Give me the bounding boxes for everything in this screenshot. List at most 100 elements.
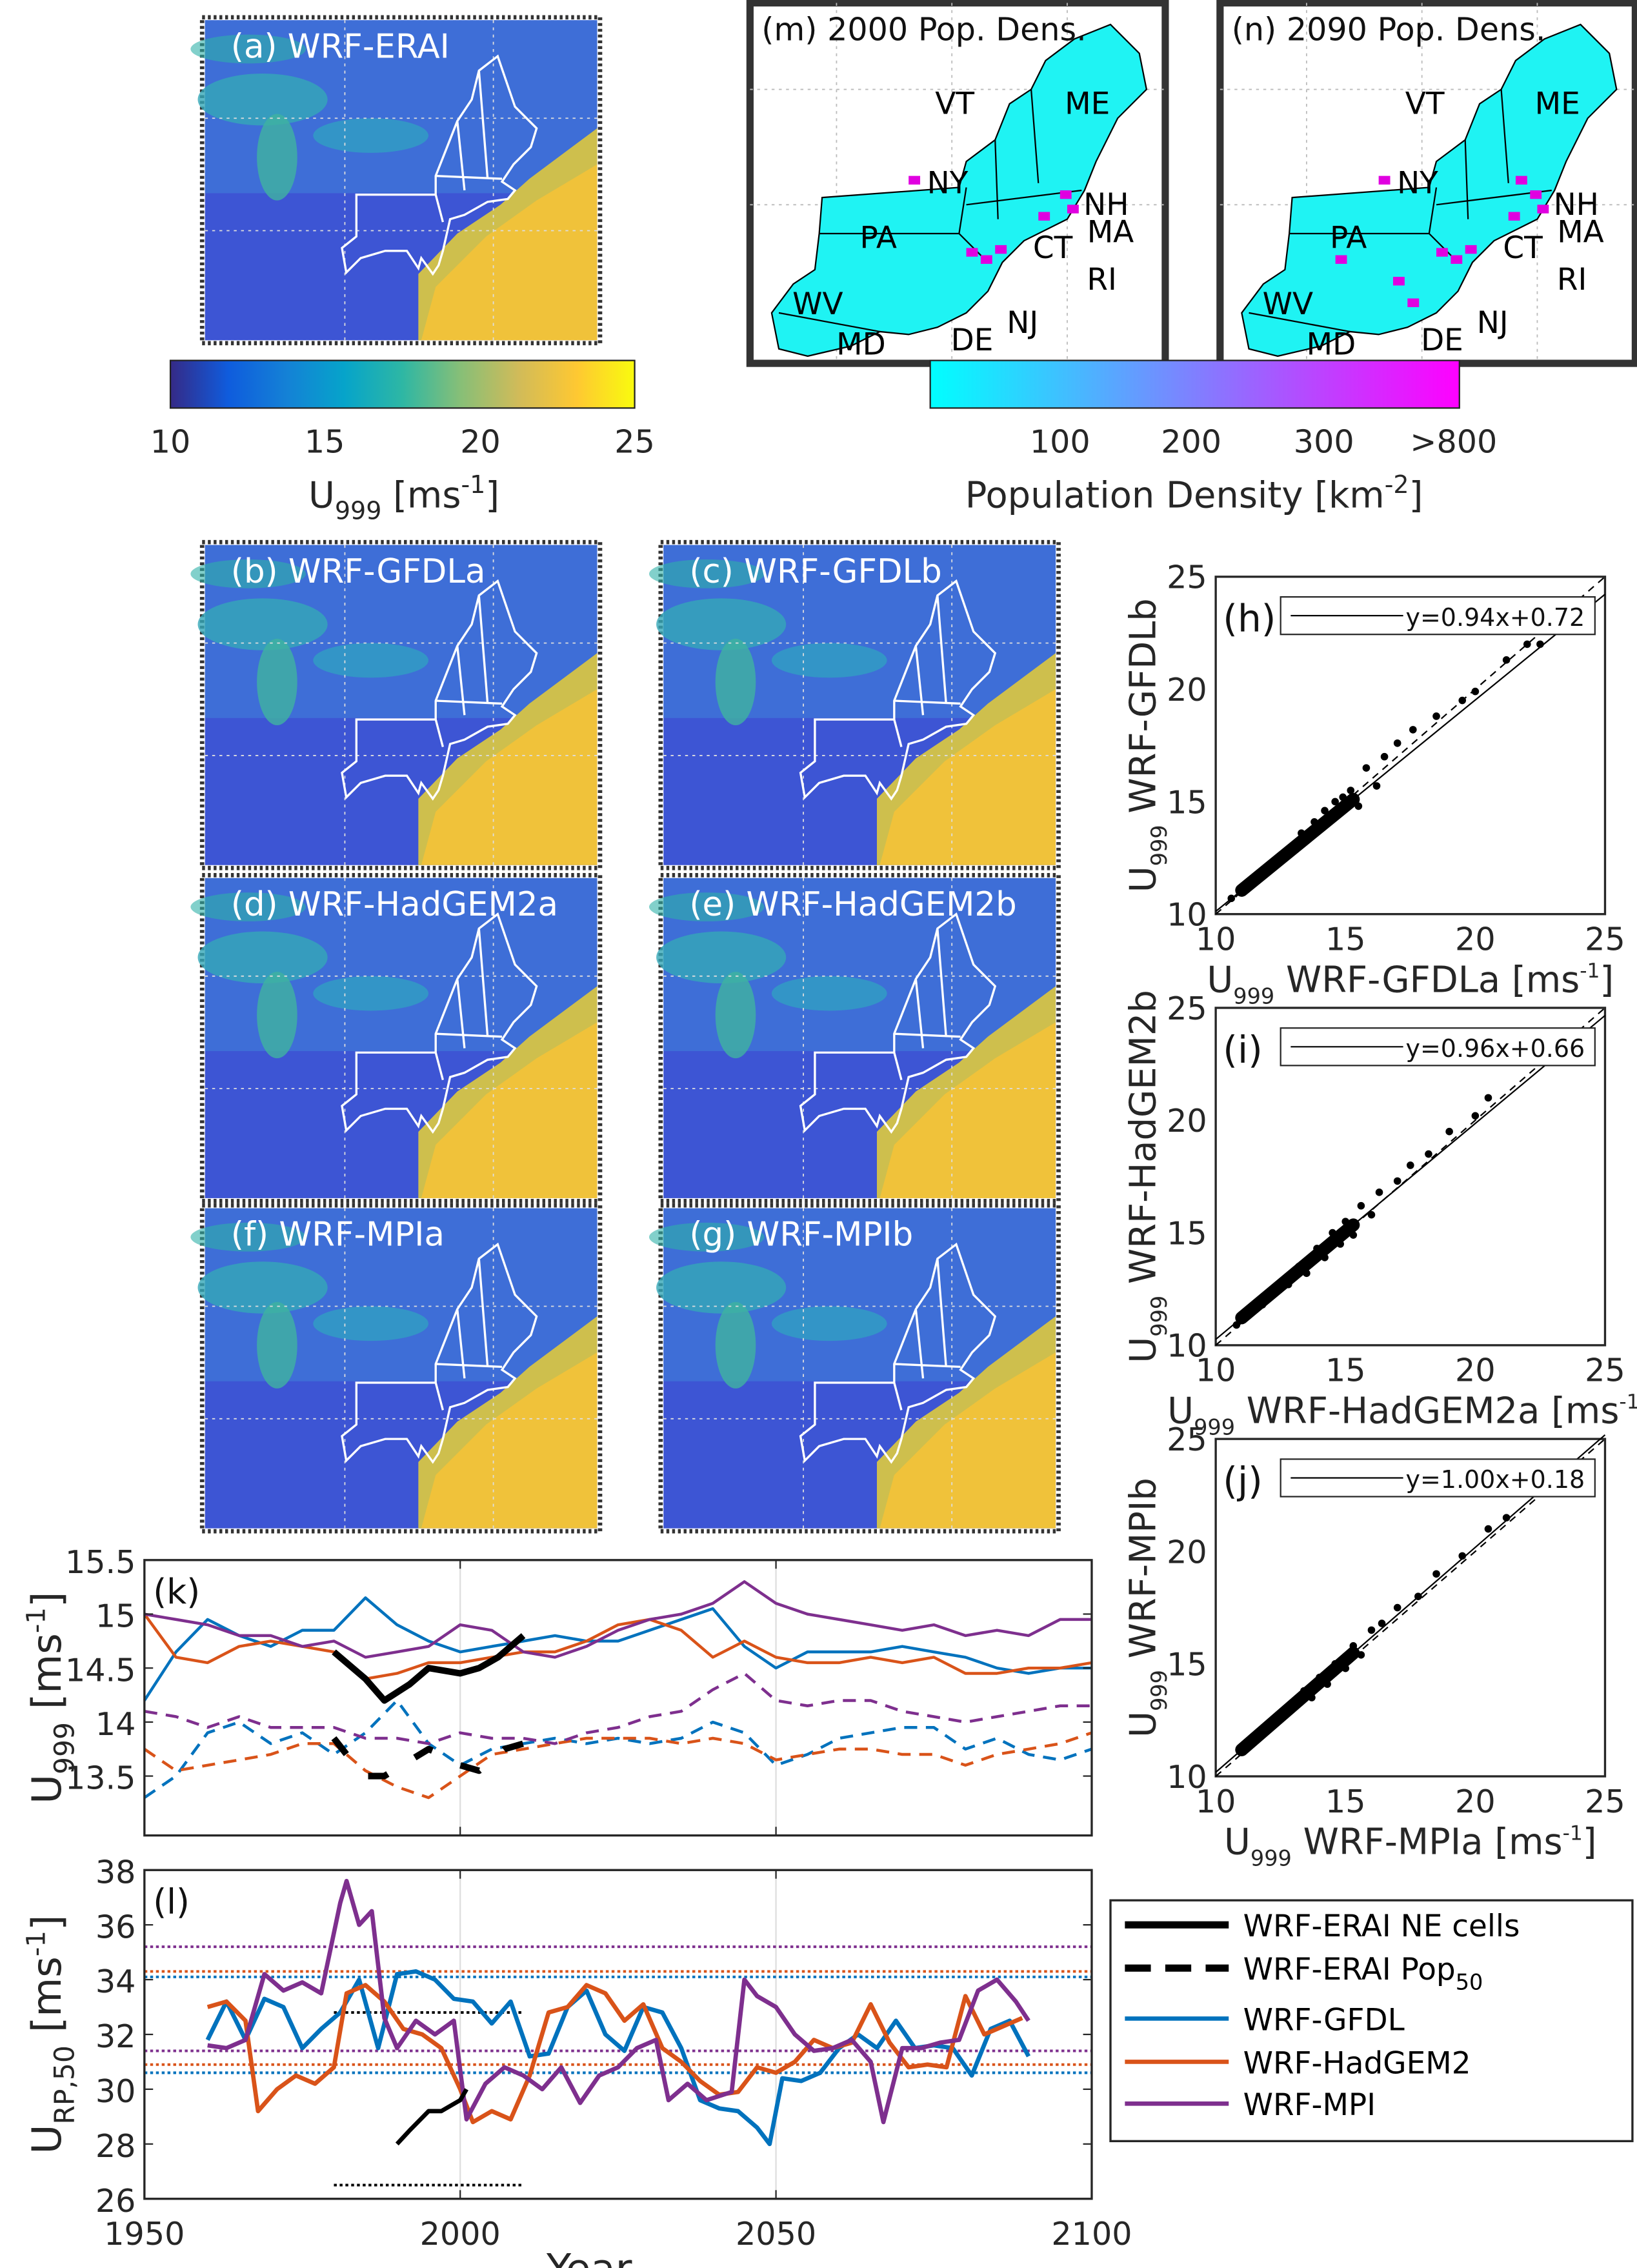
lake-shading (313, 976, 429, 1011)
fit-equation: y=1.00x+0.18 (1406, 1465, 1585, 1494)
population-map-n: (n) 2090 Pop. Dens. VT ME NY NH PA MA CT RI WV NJ D… (1216, 0, 1637, 367)
x-axis-label: Year (546, 2245, 632, 2268)
scatter-point (1323, 1680, 1331, 1688)
panel-title: (a) WRF-ERAI (231, 27, 450, 66)
lake-shading (190, 34, 306, 64)
scatter-point (1458, 696, 1467, 705)
scatter-point (1357, 1651, 1365, 1659)
y-tick-label: 14 (95, 1705, 136, 1743)
wind-colorbar-tick: 20 (460, 423, 501, 461)
x-tick-label: 25 (1585, 1783, 1625, 1820)
dense-population-cell (980, 255, 992, 264)
coastal-gradient (418, 653, 598, 865)
y-tick-label: 20 (1167, 1533, 1207, 1571)
map-frame (199, 1203, 603, 1534)
scatter-point (1393, 1177, 1401, 1185)
scatter-point (1295, 1263, 1303, 1270)
scatter-point (1245, 1310, 1254, 1318)
lake-shading (771, 976, 887, 1011)
state-outlines (341, 1242, 538, 1464)
lake-shading (771, 1306, 887, 1341)
state-outlines (799, 579, 997, 801)
panel-label: (j) (1223, 1459, 1262, 1503)
x-axis-label: U999 WRF-MPIa [ms-1] (1224, 1821, 1597, 1871)
dense-population-cell (1060, 190, 1072, 199)
dense-population-cell (909, 176, 921, 185)
y-tick-label: 15.5 (65, 1543, 136, 1581)
x-tick-label: 2100 (1051, 2215, 1132, 2253)
panel-title: (f) WRF-MPIa (231, 1216, 445, 1254)
x-tick-label: 1950 (104, 2215, 185, 2253)
scatter-point (1380, 752, 1389, 761)
scatter-point (1432, 1570, 1440, 1578)
wind-colorbar-tick: 15 (305, 423, 345, 461)
y-tick-label: 14.5 (65, 1651, 136, 1689)
y-tick-label: 32 (95, 2018, 136, 2055)
dense-population-cell (1451, 255, 1463, 264)
wind-map-a: (a) WRF-ERAI (190, 15, 603, 346)
legend-label: WRF-HadGEM2 (1243, 2045, 1471, 2081)
y-axis-label: U999 [ms-1] (22, 1592, 81, 1804)
state-label: NH (1554, 187, 1599, 223)
scatter-point (1271, 1287, 1280, 1296)
lake-shading (197, 598, 328, 650)
coastal-gradient (877, 986, 1056, 1198)
lake-shading (313, 118, 429, 153)
coastal-gradient (418, 128, 598, 341)
state-outlines (799, 1242, 997, 1464)
y-tick-label: 13.5 (65, 1760, 136, 1797)
population-colorbar-label: Population Density [km-2] (965, 470, 1423, 516)
lake-shading (257, 638, 297, 725)
scatter-point (1329, 1229, 1336, 1237)
lake-shading (656, 598, 787, 650)
panel-title: (n) 2090 Pop. Dens. (1232, 11, 1546, 48)
dense-point-cluster (1235, 1646, 1360, 1756)
scatter-point (1316, 825, 1323, 833)
y-tick-label: 28 (95, 2127, 136, 2165)
lake-shading (313, 643, 429, 678)
fit-equation: y=0.94x+0.72 (1406, 603, 1585, 632)
legend-label: WRF-ERAI Pop50 (1243, 1952, 1483, 1995)
state-label: DE (951, 323, 994, 358)
scatter-point (1227, 894, 1236, 903)
scatter-point (1393, 739, 1401, 747)
wind-colorbar-tick: 25 (614, 423, 655, 461)
state-label: NY (927, 165, 969, 201)
dense-population-cell (1038, 212, 1050, 221)
y-tick-label: 26 (95, 2182, 136, 2220)
lake-shading (771, 643, 887, 678)
panel-label: (i) (1223, 1028, 1262, 1072)
population-maps: (m) 2000 Pop. Dens. VT ME NY NH PA MA CT RI WV NJ D… (746, 0, 1637, 367)
state-label: RI (1557, 262, 1587, 297)
population-map-m: (m) 2000 Pop. Dens. VT ME NY NH PA MA CT RI WV NJ D… (746, 0, 1169, 367)
population-colorbar-tick: >800 (1410, 423, 1497, 461)
panel-label: (h) (1223, 597, 1276, 641)
panel-title: (e) WRF-HadGEM2b (690, 885, 1017, 924)
scatter-point (1367, 1210, 1376, 1219)
timeseries-k: 13.5 14 14.5 15 15.5 (k) U999 [ms-1] (22, 1543, 1093, 1837)
lake-shading (656, 931, 787, 983)
scatter-point (1300, 1687, 1308, 1695)
scatter-point (1347, 787, 1355, 794)
scatter-point (1232, 1321, 1241, 1329)
wind-map-b: (b) WRF-GFDLa (190, 539, 603, 870)
state-label: PA (860, 220, 897, 256)
scatter-point (1445, 1127, 1453, 1136)
series-line-wrf-hadgem2 (206, 1983, 1023, 2125)
series-line-wrf-mpi-pop50 (144, 1672, 1092, 1745)
x-tick-label: 20 (1455, 1783, 1496, 1820)
population-colorbar-tick: 200 (1161, 423, 1221, 461)
map-frame (658, 873, 1061, 1203)
x-tick-label: 15 (1325, 1352, 1366, 1389)
scatter-point (1321, 1254, 1329, 1261)
scatter-point (1484, 1525, 1492, 1533)
y-tick-label: 30 (95, 2072, 136, 2110)
scatter-point (1284, 1280, 1292, 1289)
timeseries-l: 26 28 30 32 34 36 38 1950 2000 2050 2100 (l) URP,50 … (22, 1853, 1132, 2268)
scatter-point (1357, 1201, 1365, 1210)
y-axis-label: U999 WRF-GFDLb (1122, 598, 1172, 892)
dense-population-cell (1465, 245, 1477, 254)
